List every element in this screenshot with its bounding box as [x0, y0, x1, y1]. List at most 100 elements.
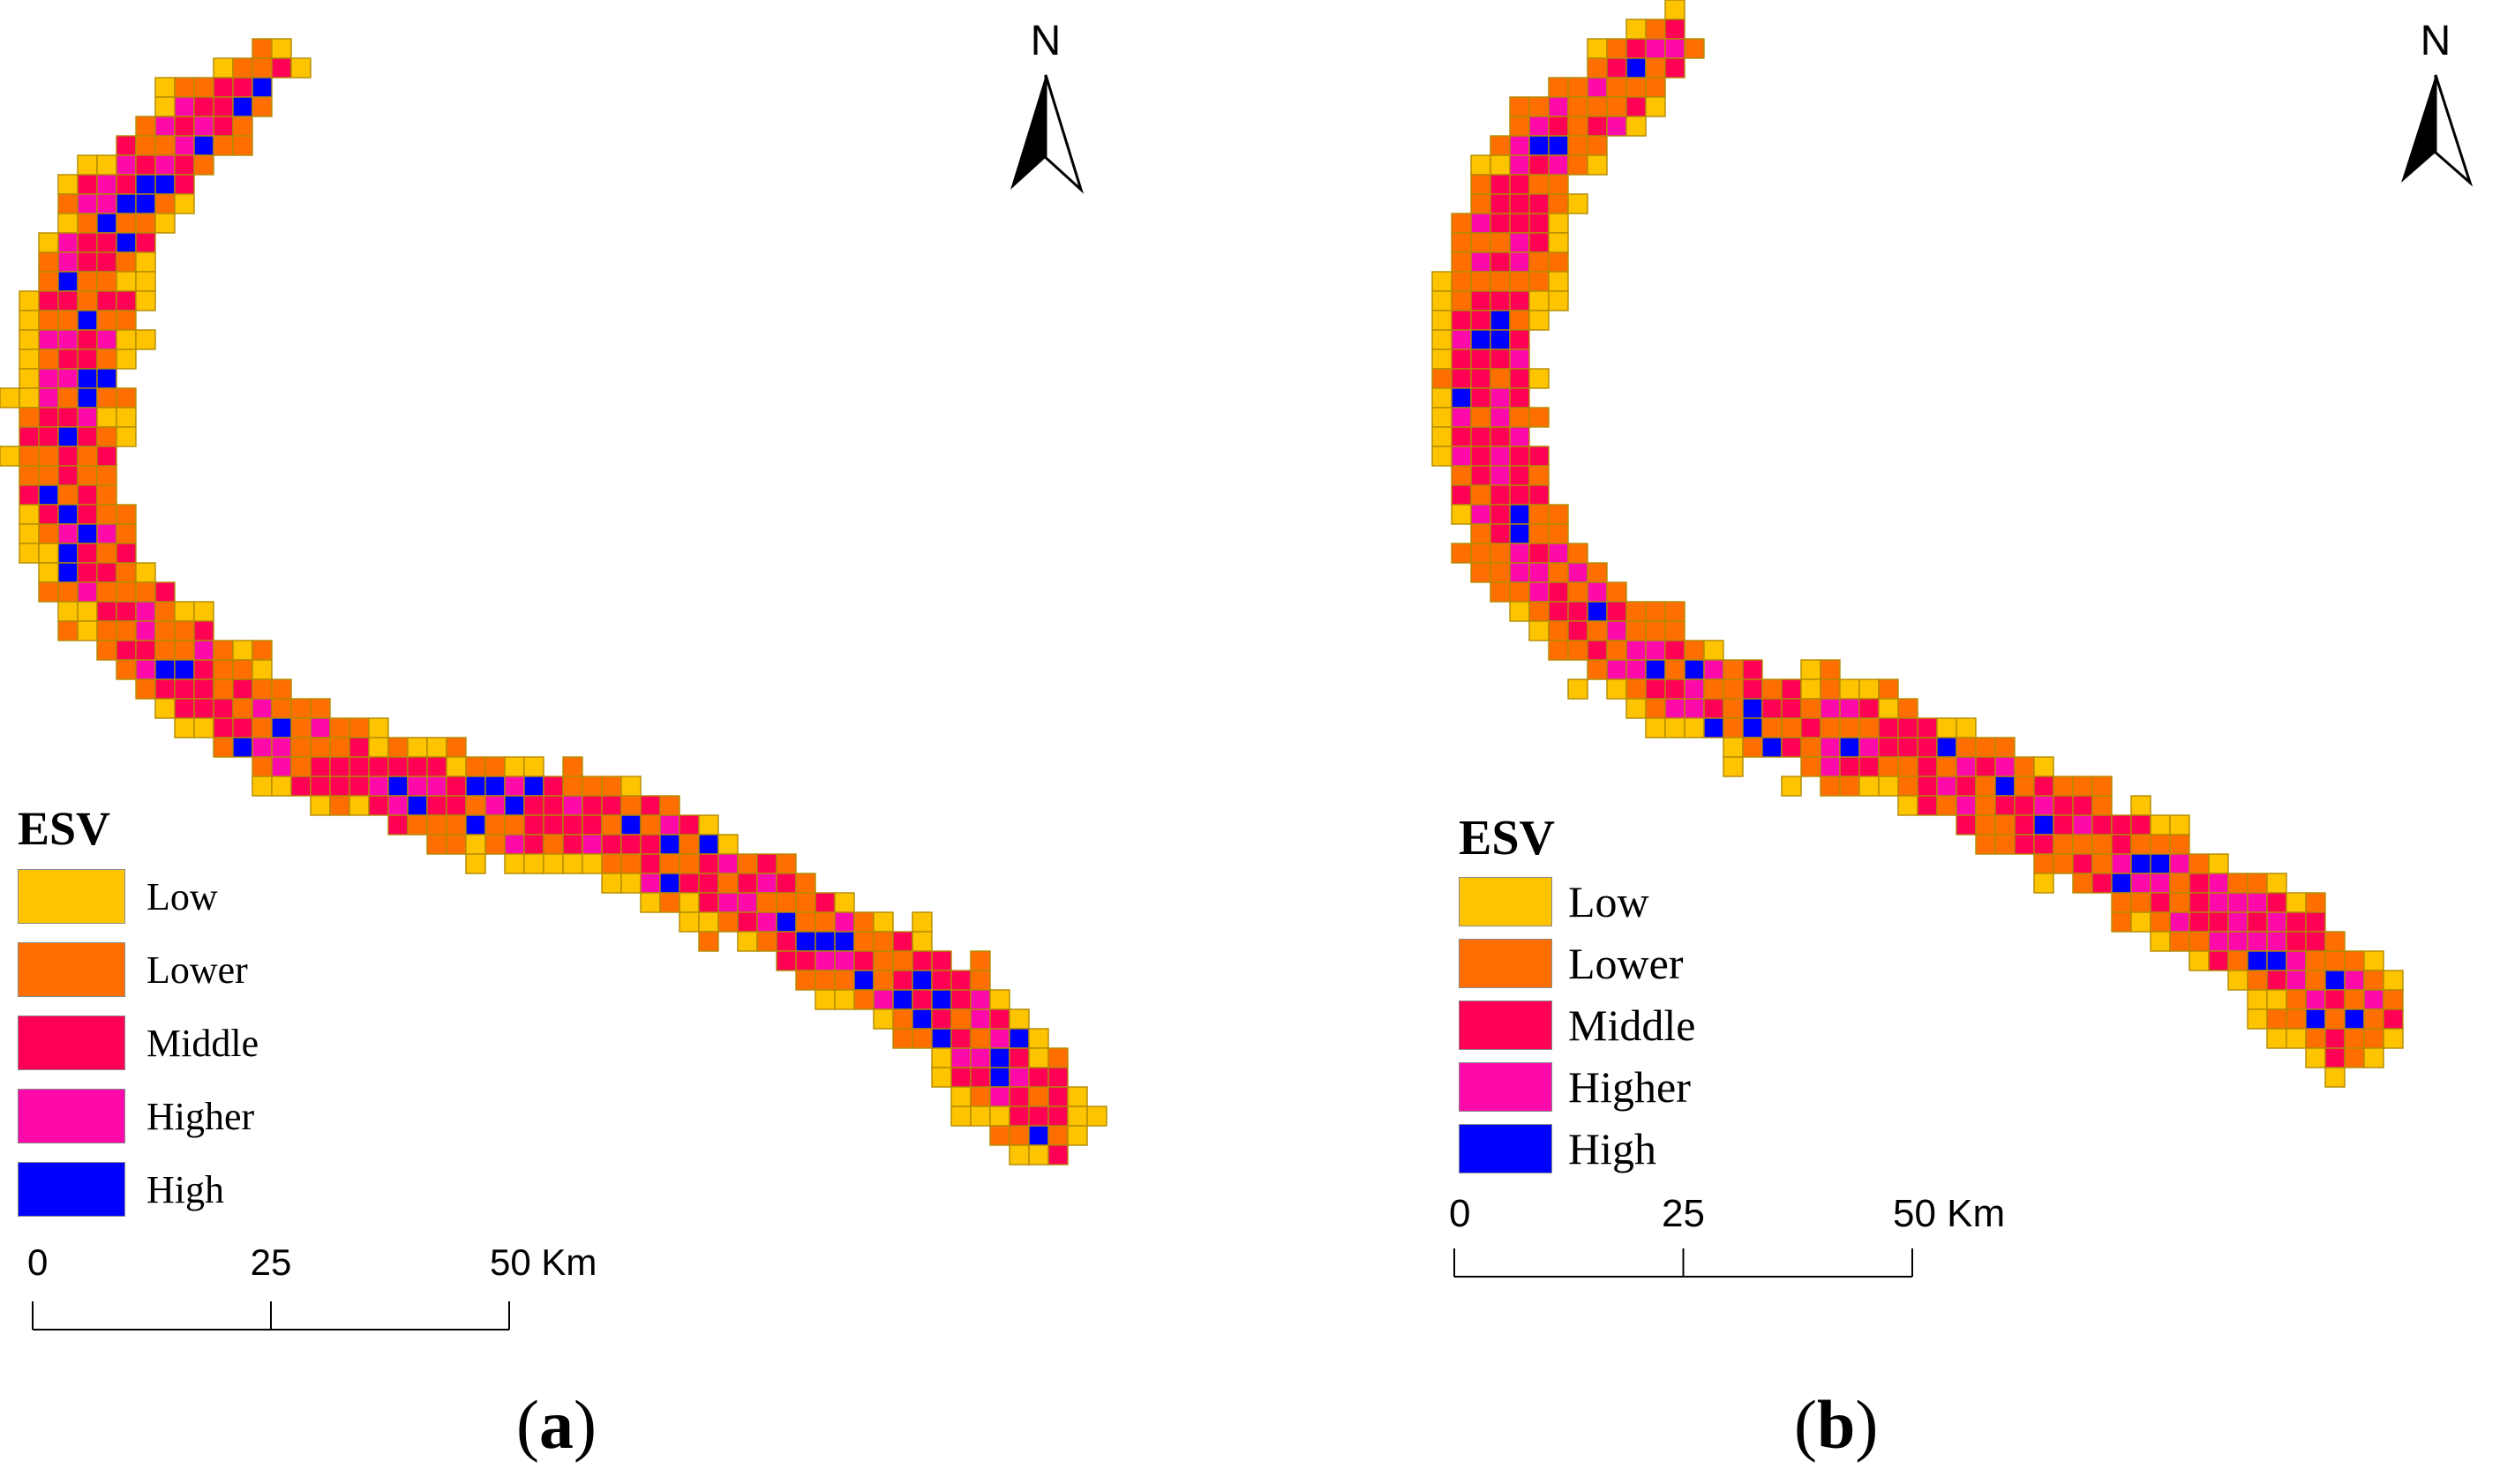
grid-cell	[2150, 892, 2171, 913]
scale-bar-label: 0	[1449, 1192, 1470, 1235]
grid-cell	[659, 834, 680, 855]
grid-cell	[1994, 834, 2016, 855]
grid-cell	[1528, 310, 1550, 331]
grid-cell	[1975, 795, 1996, 816]
grid-cell	[1625, 698, 1647, 719]
grid-cell	[2383, 989, 2404, 1010]
grid-cell	[465, 814, 486, 836]
grid-cell	[1451, 543, 1472, 564]
grid-cell	[252, 756, 273, 777]
grid-cell	[271, 776, 292, 797]
grid-cell	[2188, 931, 2210, 952]
grid-cell	[1451, 271, 1472, 292]
grid-cell	[1047, 1125, 1069, 1146]
grid-cell	[1897, 698, 1918, 719]
grid-cell	[1606, 116, 1627, 137]
grid-cell	[1067, 1106, 1088, 1127]
grid-cell	[601, 814, 622, 836]
grid-cell	[950, 1106, 972, 1127]
grid-cell	[1975, 737, 1996, 758]
grid-cell	[2111, 873, 2132, 894]
grid-cell	[2305, 1047, 2326, 1068]
grid-cell	[1664, 0, 1685, 20]
grid-cell	[1800, 678, 1821, 700]
grid-cell	[96, 387, 117, 408]
grid-cell	[1936, 795, 1957, 816]
legend-label-middle: Middle	[1568, 1001, 1696, 1050]
grid-cells	[1431, 0, 2404, 1088]
grid-cell	[1528, 465, 1550, 486]
grid-cell	[77, 193, 98, 214]
grid-cell	[1781, 678, 1802, 700]
grid-cell	[77, 601, 98, 622]
grid-cell	[1509, 271, 1530, 292]
grid-cell	[349, 737, 370, 758]
grid-cell	[2305, 989, 2326, 1010]
grid-cell	[96, 426, 117, 447]
grid-cell	[523, 756, 544, 777]
grid-cell	[2266, 1008, 2287, 1030]
grid-cell	[698, 873, 719, 894]
grid-cell	[834, 892, 855, 913]
grid-cell	[77, 271, 98, 292]
grid-cell	[1684, 640, 1705, 661]
grid-cell	[1548, 620, 1569, 641]
grid-cell	[2130, 814, 2151, 836]
grid-cell	[1567, 193, 1588, 214]
grid-cell	[1858, 678, 1880, 700]
grid-cell	[1820, 698, 1841, 719]
grid-cell	[970, 1008, 991, 1030]
grid-cell	[1664, 698, 1685, 719]
legend-item-low: Low	[18, 869, 218, 924]
grid-cell	[873, 950, 894, 971]
grid-cell	[232, 737, 253, 758]
grid-cell	[2208, 873, 2229, 894]
grid-cell	[1761, 717, 1783, 738]
grid-cell	[446, 776, 467, 797]
grid-cell	[698, 911, 719, 933]
grid-cell	[1800, 698, 1821, 719]
grid-cell	[96, 504, 117, 525]
grid-cell	[1509, 193, 1530, 214]
grid-cell	[2169, 911, 2190, 933]
grid-cell	[1703, 717, 1724, 738]
grid-cell	[2227, 970, 2248, 991]
grid-cell	[19, 504, 40, 525]
grid-cell	[116, 387, 137, 408]
grid-cell	[116, 213, 137, 234]
grid-cell	[193, 698, 214, 719]
grid-cell	[1528, 504, 1550, 525]
grid-cell	[562, 814, 583, 836]
grid-cell	[465, 756, 486, 777]
grid-cell	[873, 970, 894, 991]
grid-cell	[154, 678, 176, 700]
grid-cell	[252, 659, 273, 680]
grid-cell	[834, 931, 855, 952]
grid-cell	[659, 873, 680, 894]
legend-label-low: Low	[146, 874, 218, 918]
grid-cell	[174, 640, 195, 661]
grid-cell	[989, 1125, 1010, 1146]
grid-cell	[1470, 271, 1491, 292]
grid-cell	[38, 310, 59, 331]
grid-cell	[213, 659, 234, 680]
grid-cell	[1664, 717, 1685, 738]
grid-cell	[116, 504, 137, 525]
grid-cell	[504, 756, 525, 777]
grid-cell	[193, 717, 214, 738]
grid-cell	[2324, 1028, 2346, 1049]
grid-cell	[2169, 814, 2190, 836]
grid-cell	[193, 96, 214, 117]
grid-cell	[950, 1028, 972, 1049]
grid-cell	[57, 562, 79, 583]
grid-cell	[2286, 911, 2307, 933]
grid-cell	[1490, 387, 1511, 408]
grid-cell	[1490, 426, 1511, 447]
legend-item-high: High	[1459, 1123, 1656, 1174]
grid-cell	[1009, 1028, 1030, 1049]
panel-label-a: (a)	[516, 1386, 597, 1463]
grid-cell	[640, 834, 661, 855]
grid-cell	[853, 989, 875, 1010]
grid-cell	[1047, 1086, 1069, 1107]
grid-cell	[2324, 1067, 2346, 1088]
